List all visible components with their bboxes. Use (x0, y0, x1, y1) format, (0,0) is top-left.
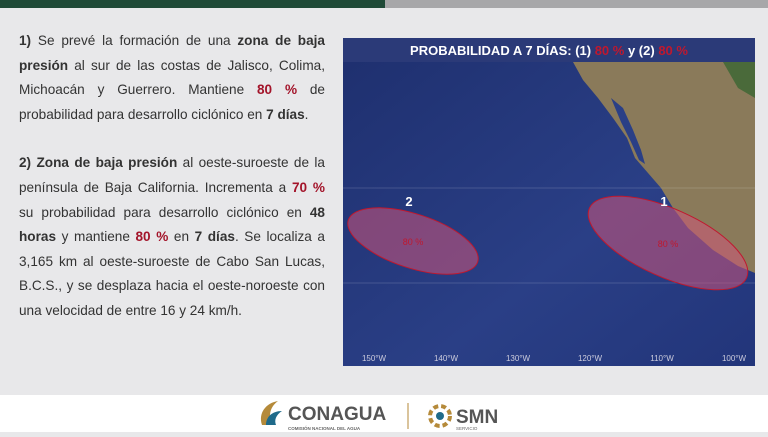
paragraph: 1) Se prevé la formación de una zona de … (19, 29, 325, 127)
text-run: 48 horas (19, 204, 325, 245)
text-run: 2) (19, 155, 32, 171)
longitude-label: 150°W (362, 354, 387, 363)
text-run: en (168, 229, 195, 245)
map: PROBABILIDAD A 7 DÍAS: (1) 80 % y (2) 80… (343, 38, 755, 366)
land (723, 62, 755, 98)
longitude-label: 140°W (434, 354, 459, 363)
text-run: Zona de baja presión (36, 155, 178, 171)
longitude-label: 100°W (722, 354, 747, 363)
conagua-name: CONAGUA (288, 404, 386, 425)
text-run: su probabilidad para desarrollo ciclónic… (19, 204, 310, 220)
smn-name: SMN (456, 407, 498, 428)
header-bar (385, 0, 768, 8)
longitude-label: 110°W (650, 354, 674, 363)
gulf (611, 98, 645, 164)
text-run: 1) (19, 33, 32, 48)
area-label: 80 % (658, 239, 679, 249)
title-run: 80 % (658, 43, 688, 58)
text-run: de probabilidad para desarrollo ciclónic… (19, 82, 325, 122)
footer: CONAGUA COMISIÓN NACIONAL DEL AGUA SMN S… (0, 395, 768, 432)
paragraph: 2) Zona de baja presión al oeste-suroest… (19, 151, 325, 323)
bulletin-text: 1) Se prevé la formación de una zona de … (19, 29, 325, 348)
text-run: 70 % (291, 179, 325, 195)
smn-sub: SERVICIO (456, 426, 478, 431)
text-run: 7 días (194, 229, 235, 245)
header-bar (0, 0, 385, 8)
conagua-sub: COMISIÓN NACIONAL DEL AGUA (288, 424, 361, 431)
title-run: y (2) (624, 43, 658, 58)
conagua-icon (266, 411, 282, 425)
longitude-label: 120°W (578, 354, 603, 363)
map-title: PROBABILIDAD A 7 DÍAS: (1) 80 % y (2) 80… (410, 43, 688, 58)
text-run: 80 % (256, 82, 298, 98)
text-run: y mantiene (56, 229, 136, 245)
text-run: al sur de las costas de Jalisco, Colima,… (19, 57, 325, 98)
logos: CONAGUA COMISIÓN NACIONAL DEL AGUA SMN S… (260, 401, 498, 431)
smn-icon (436, 412, 444, 420)
map-title-bar (343, 38, 755, 62)
text-run: al oeste-suroeste de la península de Baj… (19, 155, 325, 195)
area-number: 2 (405, 194, 412, 209)
probability-area (587, 195, 749, 291)
conagua-icon (260, 401, 278, 425)
text-run: . (304, 106, 309, 122)
probability-area (347, 207, 479, 275)
smn-icon (428, 404, 452, 428)
text-run: Se prevé la formación de una (31, 33, 238, 48)
title-run: PROBABILIDAD A 7 DÍAS: (1) (410, 43, 595, 58)
area-label: 80 % (403, 237, 424, 247)
text-run: 7 días (266, 106, 305, 122)
text-run: 80 % (135, 229, 169, 245)
title-run: 80 % (595, 43, 625, 58)
longitude-label: 130°W (506, 354, 531, 363)
area-number: 1 (660, 194, 667, 209)
text-run: zona de baja presión (19, 33, 325, 73)
text-run: . Se localiza a 3,165 km al oeste-suroes… (19, 229, 325, 318)
